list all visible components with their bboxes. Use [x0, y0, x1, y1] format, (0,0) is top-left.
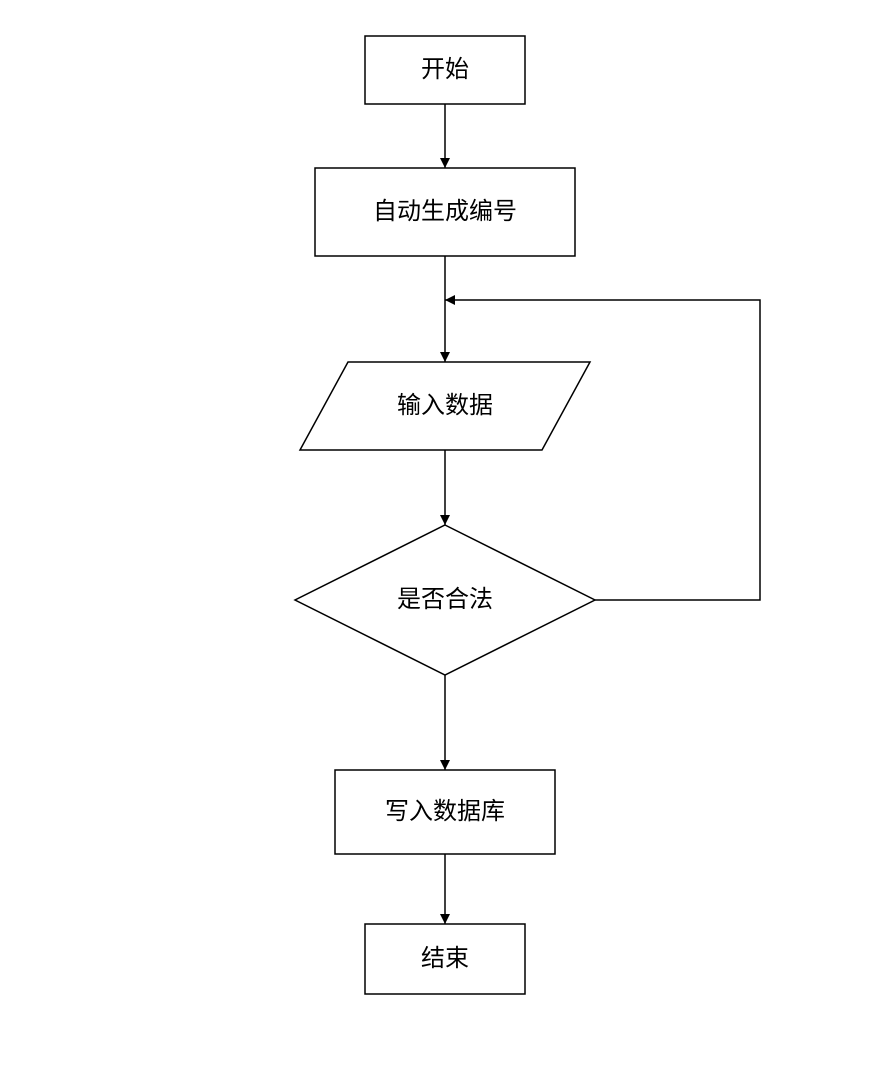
node-start-label: 开始 — [421, 56, 469, 83]
node-decision-label: 是否合法 — [397, 586, 493, 613]
node-end-label: 结束 — [421, 945, 469, 972]
node-write-label: 写入数据库 — [385, 798, 505, 825]
node-input-label: 输入数据 — [397, 392, 493, 419]
flowchart-diagram: 开始自动生成编号输入数据是否合法写入数据库结束 — [0, 0, 894, 1074]
node-autogen-label: 自动生成编号 — [373, 198, 517, 225]
